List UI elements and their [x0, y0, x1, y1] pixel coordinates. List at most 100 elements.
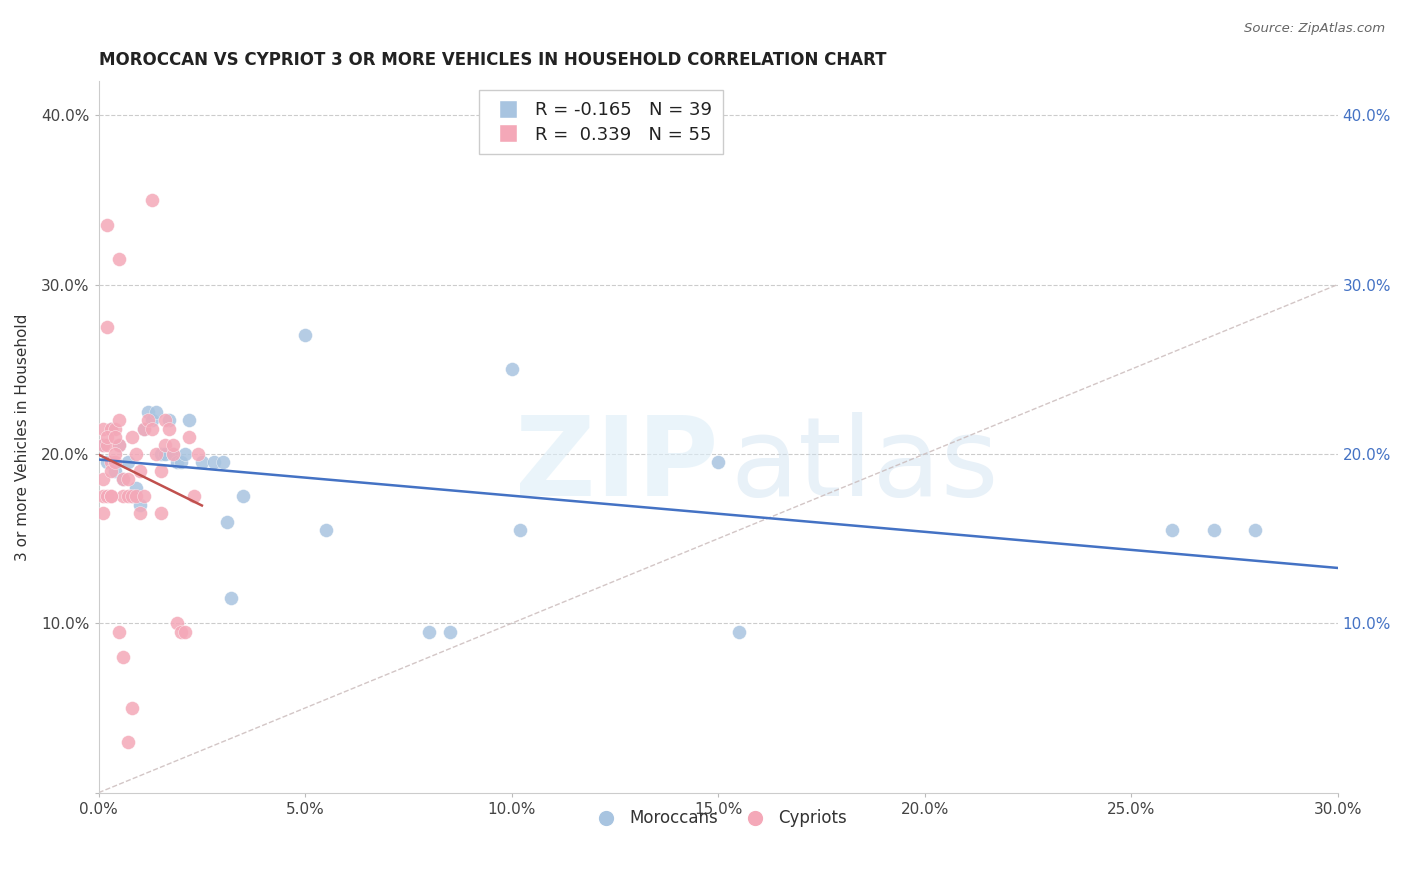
- Point: [1202, 523, 1225, 537]
- Point: [96, 219, 118, 233]
- Point: [117, 472, 139, 486]
- Point: [100, 421, 122, 435]
- Point: [132, 421, 155, 435]
- Point: [418, 624, 440, 639]
- Point: [174, 624, 197, 639]
- Point: [104, 455, 127, 469]
- Point: [179, 430, 201, 444]
- Point: [174, 447, 197, 461]
- Point: [91, 438, 114, 452]
- Point: [149, 506, 172, 520]
- Point: [157, 421, 180, 435]
- Point: [91, 438, 114, 452]
- Point: [132, 421, 155, 435]
- Point: [132, 489, 155, 503]
- Point: [183, 489, 205, 503]
- Point: [501, 362, 523, 376]
- Point: [157, 413, 180, 427]
- Point: [117, 455, 139, 469]
- Point: [129, 498, 152, 512]
- Point: [153, 447, 176, 461]
- Point: [232, 489, 254, 503]
- Point: [727, 624, 749, 639]
- Point: [166, 616, 188, 631]
- Point: [100, 489, 122, 503]
- Text: MOROCCAN VS CYPRIOT 3 OR MORE VEHICLES IN HOUSEHOLD CORRELATION CHART: MOROCCAN VS CYPRIOT 3 OR MORE VEHICLES I…: [98, 51, 886, 69]
- Point: [141, 421, 163, 435]
- Legend: Moroccans, Cypriots: Moroccans, Cypriots: [582, 803, 853, 834]
- Point: [108, 413, 131, 427]
- Point: [91, 489, 114, 503]
- Point: [162, 447, 184, 461]
- Point: [294, 328, 316, 343]
- Point: [170, 624, 193, 639]
- Point: [117, 735, 139, 749]
- Point: [108, 624, 131, 639]
- Text: Source: ZipAtlas.com: Source: ZipAtlas.com: [1244, 22, 1385, 36]
- Point: [166, 455, 188, 469]
- Point: [162, 438, 184, 452]
- Point: [1161, 523, 1184, 537]
- Point: [153, 438, 176, 452]
- Point: [1244, 523, 1267, 537]
- Point: [202, 455, 225, 469]
- Point: [187, 447, 209, 461]
- Point: [112, 650, 135, 665]
- Point: [125, 447, 148, 461]
- Point: [121, 701, 143, 715]
- Point: [141, 413, 163, 427]
- Point: [141, 193, 163, 207]
- Point: [108, 438, 131, 452]
- Point: [149, 447, 172, 461]
- Point: [96, 438, 118, 452]
- Point: [179, 413, 201, 427]
- Point: [136, 404, 159, 418]
- Point: [96, 489, 118, 503]
- Point: [108, 252, 131, 267]
- Point: [104, 447, 127, 461]
- Point: [215, 515, 238, 529]
- Y-axis label: 3 or more Vehicles in Household: 3 or more Vehicles in Household: [15, 313, 30, 561]
- Point: [100, 421, 122, 435]
- Point: [509, 523, 531, 537]
- Point: [136, 413, 159, 427]
- Text: ZIP: ZIP: [515, 412, 718, 519]
- Point: [153, 413, 176, 427]
- Point: [91, 421, 114, 435]
- Point: [149, 464, 172, 478]
- Point: [100, 455, 122, 469]
- Point: [129, 464, 152, 478]
- Point: [96, 455, 118, 469]
- Point: [104, 464, 127, 478]
- Point: [121, 489, 143, 503]
- Point: [162, 447, 184, 461]
- Point: [125, 481, 148, 495]
- Point: [121, 430, 143, 444]
- Point: [104, 421, 127, 435]
- Point: [112, 489, 135, 503]
- Point: [707, 455, 730, 469]
- Point: [129, 506, 152, 520]
- Point: [191, 455, 214, 469]
- Point: [121, 489, 143, 503]
- Point: [112, 472, 135, 486]
- Point: [439, 624, 461, 639]
- Point: [100, 489, 122, 503]
- Point: [117, 489, 139, 503]
- Point: [91, 506, 114, 520]
- Point: [170, 455, 193, 469]
- Text: atlas: atlas: [731, 412, 1000, 519]
- Point: [219, 591, 242, 605]
- Point: [108, 438, 131, 452]
- Point: [96, 319, 118, 334]
- Point: [211, 455, 233, 469]
- Point: [145, 447, 167, 461]
- Point: [104, 430, 127, 444]
- Point: [315, 523, 337, 537]
- Point: [91, 472, 114, 486]
- Point: [145, 404, 167, 418]
- Point: [96, 430, 118, 444]
- Point: [100, 464, 122, 478]
- Point: [125, 489, 148, 503]
- Point: [112, 472, 135, 486]
